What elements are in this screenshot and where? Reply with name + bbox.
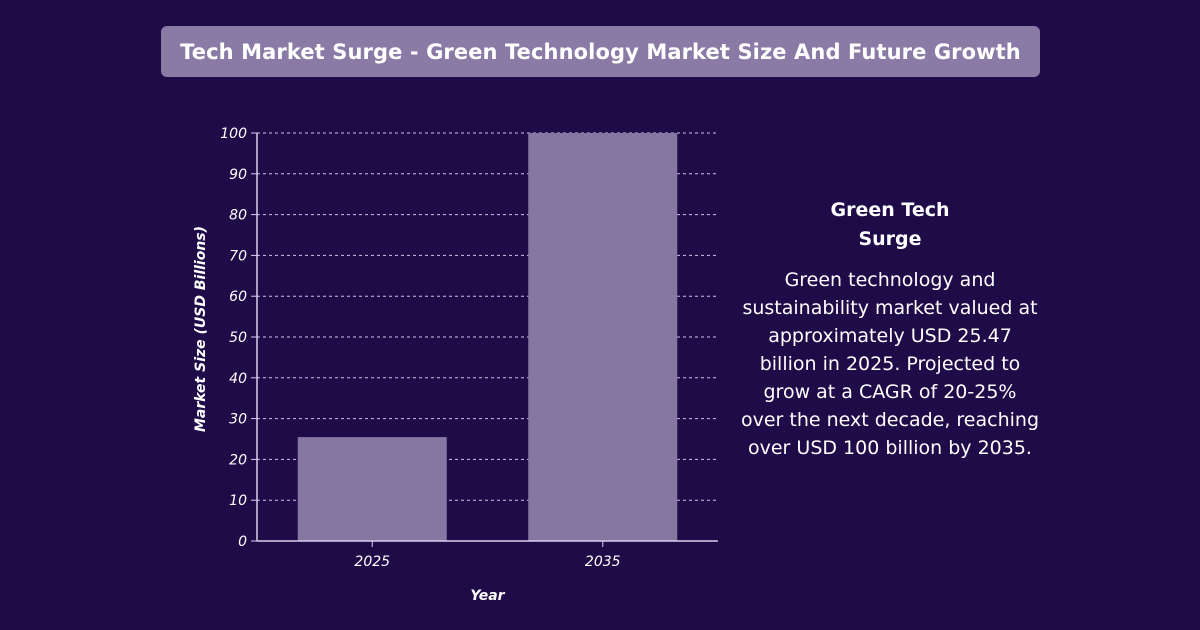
y-tick-label: 10 [229, 493, 247, 509]
y-tick-label: 100 [220, 126, 247, 142]
summary-body: Green technology and sustainability mark… [740, 269, 1040, 459]
x-tick-labels: 2025 2035 [354, 541, 621, 570]
chart-title: Tech Market Surge - Green Technology Mar… [161, 26, 1040, 77]
bar-2035 [528, 133, 678, 541]
x-tick-label: 2025 [354, 554, 390, 570]
bar-2025 [297, 437, 447, 541]
x-axis-title: Year [470, 588, 505, 604]
summary-panel: Green Tech Surge Green technology and su… [735, 196, 1045, 462]
y-tick-label: 30 [229, 412, 247, 428]
y-tick-label: 70 [229, 248, 247, 264]
y-tick-label: 80 [229, 208, 247, 224]
bars [297, 133, 678, 541]
y-tick-labels: 0 10 20 30 40 50 60 70 80 90 100 [220, 126, 257, 550]
y-tick-label: 40 [229, 371, 247, 387]
y-tick-label: 50 [229, 330, 247, 346]
y-axis-title: Market Size (USD Billions) [193, 226, 209, 432]
y-tick-label: 0 [238, 534, 247, 550]
y-tick-label: 20 [229, 452, 247, 468]
y-tick-label: 90 [229, 167, 247, 183]
x-tick-label: 2035 [585, 554, 621, 570]
y-tick-label: 60 [229, 289, 247, 305]
summary-heading: Green Tech Surge [830, 199, 950, 250]
